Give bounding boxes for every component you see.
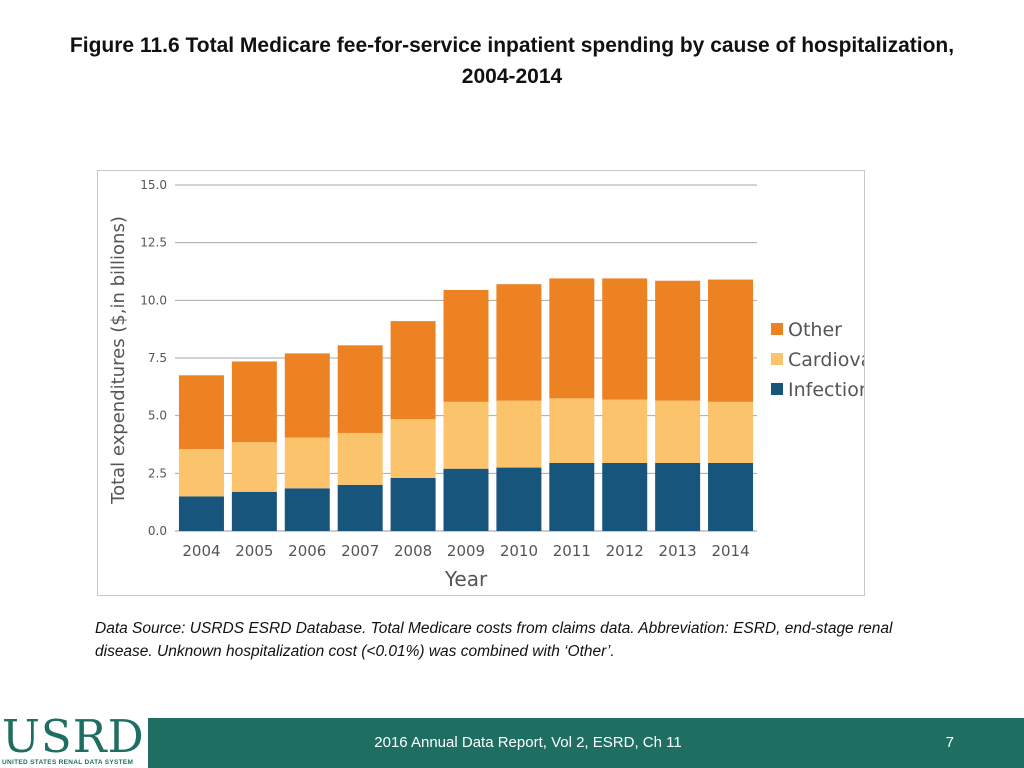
y-tick-label: 12.5	[140, 236, 167, 250]
bar-other-2007	[337, 345, 383, 433]
bar-infection-2009	[443, 468, 489, 531]
bar-cardiovascular-2005	[231, 442, 277, 492]
bar-other-2009	[443, 289, 489, 402]
x-tick-label: 2012	[606, 542, 644, 560]
legend-swatch-other	[771, 323, 783, 335]
bar-other-2013	[655, 280, 701, 401]
bar-cardiovascular-2010	[496, 400, 542, 468]
bar-infection-2013	[655, 462, 701, 531]
bar-cardiovascular-2007	[337, 432, 383, 485]
bar-cardiovascular-2011	[549, 398, 595, 463]
x-axis-title: Year	[444, 567, 488, 591]
y-tick-label: 7.5	[148, 351, 167, 365]
data-source-note: Data Source: USRDS ESRD Database. Total …	[95, 620, 893, 660]
bar-cardiovascular-2008	[390, 419, 436, 478]
bar-infection-2014	[708, 462, 754, 531]
bar-cardiovascular-2014	[708, 401, 754, 463]
y-tick-label: 2.5	[148, 466, 167, 480]
x-tick-label: 2009	[447, 542, 485, 560]
bar-cardiovascular-2012	[602, 399, 648, 463]
slide-title-line-2: 2004-2014	[461, 65, 563, 88]
bar-other-2006	[284, 353, 330, 438]
x-tick-label: 2005	[235, 542, 273, 560]
legend-label-infection: Infection	[788, 379, 864, 401]
footer-bar: 2016 Annual Data Report, Vol 2, ESRD, Ch…	[148, 718, 1024, 768]
bar-infection-2008	[390, 477, 436, 531]
bar-other-2012	[602, 278, 648, 400]
x-tick-label: 2004	[182, 542, 220, 560]
x-tick-label: 2011	[553, 542, 591, 560]
x-tick-label: 2006	[288, 542, 326, 560]
logo-subtitle: UNITED STATES RENAL DATA SYSTEM	[2, 759, 134, 766]
bar-infection-2006	[284, 488, 330, 531]
bar-infection-2005	[231, 491, 277, 531]
y-tick-label: 0.0	[148, 524, 167, 538]
bar-other-2004	[178, 375, 224, 450]
bar-infection-2012	[602, 462, 648, 531]
legend-swatch-infection	[771, 383, 783, 395]
bar-other-2010	[496, 284, 542, 401]
bar-infection-2011	[549, 462, 595, 531]
bar-other-2011	[549, 278, 595, 399]
legend-swatch-cardiovascular	[771, 353, 783, 365]
y-tick-label: 10.0	[140, 293, 167, 307]
bar-other-2014	[708, 279, 754, 402]
page-number: 7	[945, 734, 954, 751]
legend-label-other: Other	[788, 319, 842, 341]
bar-cardiovascular-2009	[443, 401, 489, 469]
footer-report-title: 2016 Annual Data Report, Vol 2, ESRD, Ch…	[374, 734, 682, 751]
stacked-bar-chart: 0.0 2.5 5.0 7.5 10.0 12.5 15.0 2004 2005 2006 2007…	[108, 178, 864, 591]
slide-title: Figure 11.6 Total Medicare fee-for-servi…	[0, 30, 1024, 92]
x-tick-label: 2013	[659, 542, 697, 560]
usrds-logo: USRDS UNITED STATES RENAL DATA SYSTEM	[0, 713, 176, 768]
bar-cardiovascular-2004	[178, 449, 224, 497]
x-tick-label: 2014	[711, 542, 749, 560]
y-axis-title: Total expenditures ($,in billions)	[108, 216, 129, 505]
x-tick-label: 2008	[394, 542, 432, 560]
bar-other-2005	[231, 361, 277, 443]
x-tick-label: 2010	[500, 542, 538, 560]
slide-title-line-1: Figure 11.6 Total Medicare fee-for-servi…	[69, 34, 955, 57]
bar-cardiovascular-2006	[284, 437, 330, 489]
y-tick-label: 15.0	[140, 178, 167, 192]
bar-infection-2010	[496, 467, 542, 531]
chart-frame: 0.0 2.5 5.0 7.5 10.0 12.5 15.0 2004 2005 2006 2007…	[97, 170, 865, 596]
logo-wordmark: USRDS	[2, 710, 177, 763]
bar-infection-2007	[337, 484, 383, 531]
legend-label-cardiovascular: Cardiovascular	[788, 349, 864, 371]
bar-other-2008	[390, 321, 436, 420]
bar-cardiovascular-2013	[655, 400, 701, 463]
y-tick-label: 5.0	[148, 409, 167, 423]
x-tick-label: 2007	[341, 542, 379, 560]
bar-infection-2004	[178, 496, 224, 531]
